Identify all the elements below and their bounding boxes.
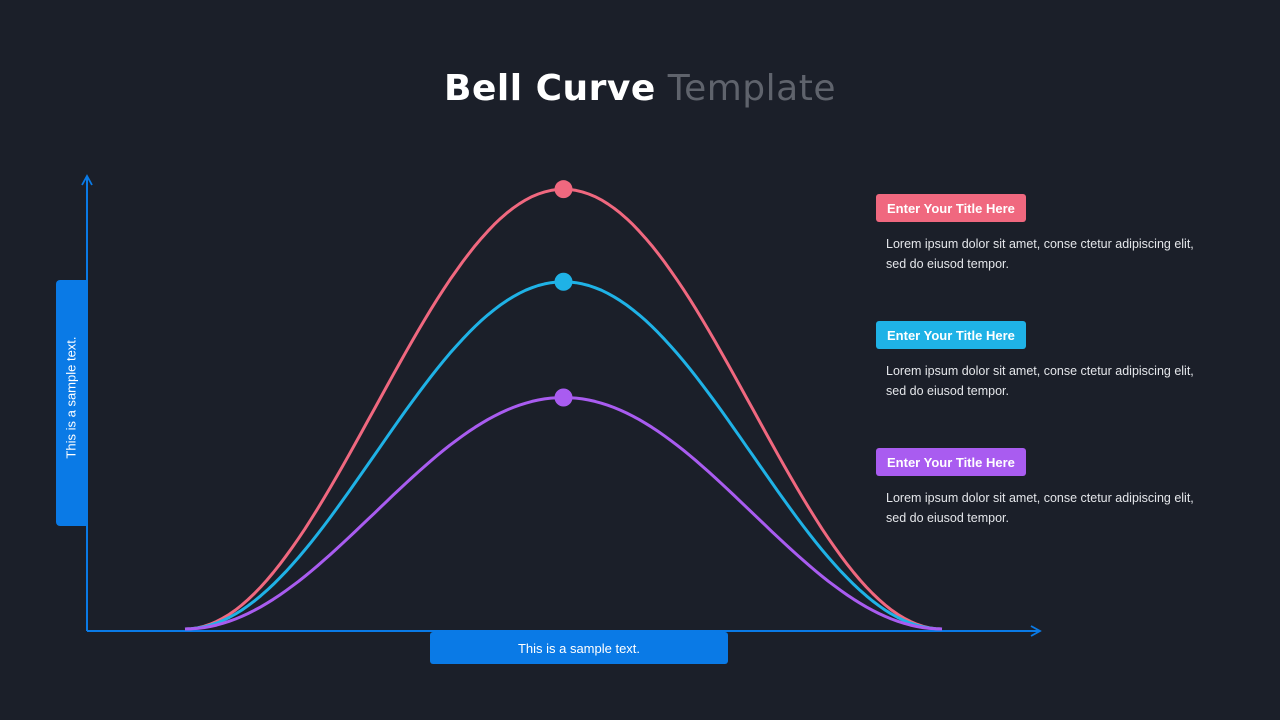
legend-title-3: Enter Your Title Here [876,448,1026,476]
bell-curve-2 [184,280,943,631]
legend-item-1: Enter Your Title Here Lorem ipsum dolor … [876,194,1216,274]
legend-item-2: Enter Your Title Here Lorem ipsum dolor … [876,321,1216,401]
legend-title-2: Enter Your Title Here [876,321,1026,349]
peak-marker-3 [554,388,573,407]
page-title: Bell Curve Template [0,68,1280,109]
title-bold: Bell Curve [444,68,656,109]
y-axis-label-box: This is a sample text. [56,280,87,526]
legend-title-1: Enter Your Title Here [876,194,1026,222]
legend-text-3: Lorem ipsum dolor sit amet, conse ctetur… [886,491,1194,525]
legend-text-2: Lorem ipsum dolor sit amet, conse ctetur… [886,364,1194,398]
title-light: Template [667,68,836,109]
peak-marker-2 [554,272,573,291]
bell-curve-1 [184,187,943,631]
legend-text-1: Lorem ipsum dolor sit amet, conse ctetur… [886,237,1194,271]
bell-curve-3 [184,396,943,631]
peak-marker-1 [554,180,573,199]
x-axis-label: This is a sample text. [430,632,728,664]
legend-item-3: Enter Your Title Here Lorem ipsum dolor … [876,448,1216,528]
y-axis-label: This is a sample text. [63,336,79,459]
